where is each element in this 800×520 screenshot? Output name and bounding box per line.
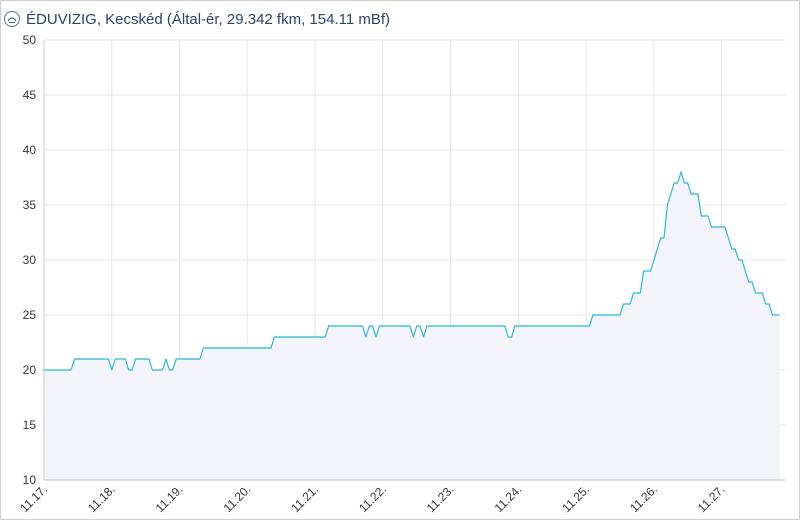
- series-line[interactable]: [42, 171, 780, 371]
- y-tick-labels: 10 15 20 25 30 35 40 45 50: [23, 33, 37, 487]
- y-tick-label: 35: [23, 198, 37, 212]
- chart-title: ÉDUVIZIG, Kecskéd (Által-ér, 29.342 fkm,…: [26, 10, 391, 28]
- x-tick-label: 11.18.: [85, 482, 118, 515]
- x-tick-label: 11.17.: [17, 482, 50, 515]
- x-tick-label: 11.26.: [627, 482, 660, 515]
- x-tick-label: 11.27.: [695, 482, 728, 515]
- y-tick-label: 40: [23, 143, 37, 157]
- x-tick-label: 11.20.: [221, 482, 254, 515]
- chart-header: ÉDUVIZIG, Kecskéd (Által-ér, 29.342 fkm,…: [4, 6, 390, 32]
- y-tick-label: 25: [23, 308, 37, 322]
- y-tick-label: 15: [23, 418, 37, 432]
- x-tick-label: 11.25.: [559, 482, 592, 515]
- x-tick-label: 11.22.: [356, 482, 389, 515]
- x-tick-labels: 11.17. 11.18. 11.19. 11.20. 11.21. 11.22. 11.2…: [17, 482, 727, 515]
- x-tick-label: 11.23.: [424, 482, 457, 515]
- y-tick-label: 45: [23, 88, 37, 102]
- axes: [43, 40, 786, 481]
- x-tick-label: 11.19.: [153, 482, 186, 515]
- y-tick-label: 20: [23, 363, 37, 377]
- x-tick-label: 11.24.: [492, 482, 525, 515]
- x-tick-label: 11.21.: [288, 482, 321, 515]
- y-tick-label: 50: [23, 33, 37, 47]
- series-area-layer: [42, 171, 780, 480]
- eduvizig-logo-icon-glyph: [7, 17, 17, 23]
- series-area-fill: [42, 172, 780, 480]
- y-tick-label: 30: [23, 253, 37, 267]
- y-tick-label: 10: [23, 473, 37, 487]
- eduvizig-logo-icon: [4, 11, 20, 27]
